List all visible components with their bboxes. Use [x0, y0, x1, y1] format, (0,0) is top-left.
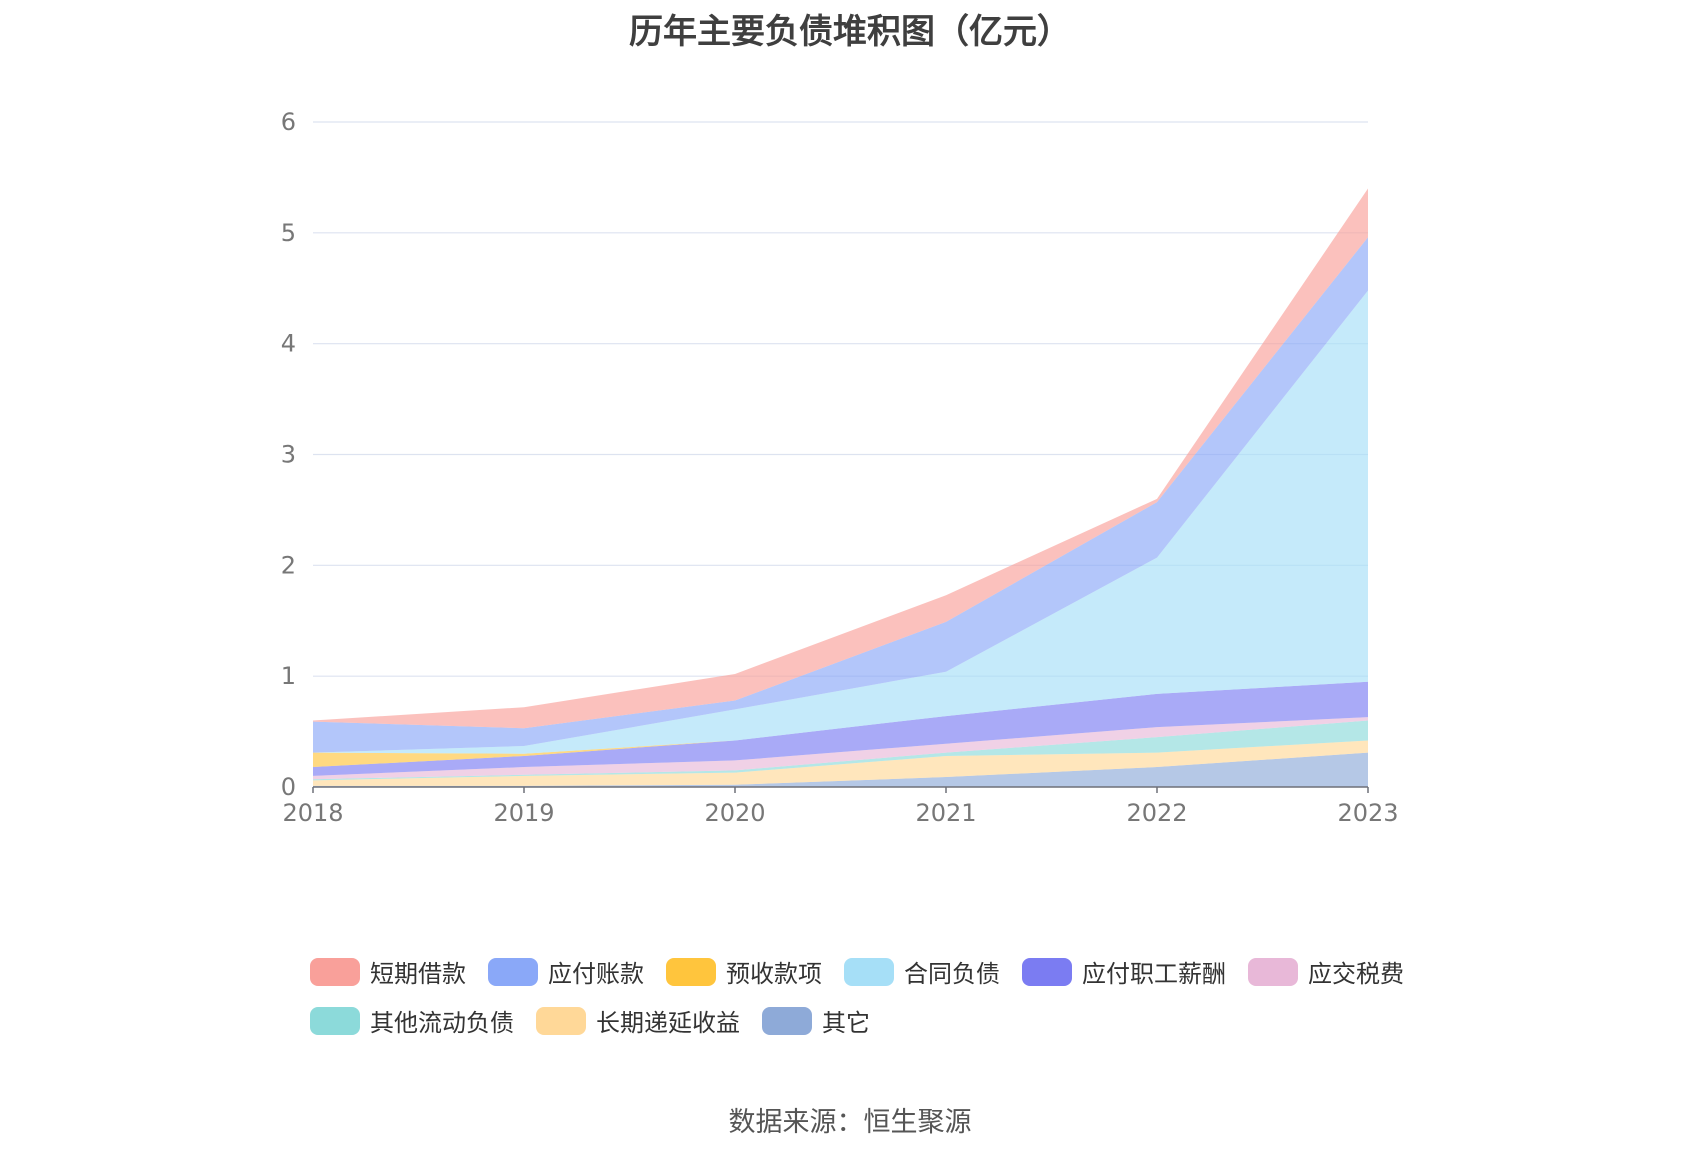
y-tick-label: 3: [281, 441, 296, 469]
legend-label: 合同负债: [904, 960, 1000, 988]
area-预收款项: [313, 681, 1368, 768]
legend-swatch: [762, 1006, 812, 1035]
area-其它: [313, 752, 1368, 787]
y-tick-label: 6: [281, 108, 296, 136]
chart-title: 历年主要负债堆积图（亿元）: [629, 12, 1071, 52]
legend-swatch: [488, 957, 538, 986]
y-tick-label: 0: [281, 773, 296, 801]
area-其他流动负债: [313, 720, 1368, 781]
legend-item[interactable]: 短期借款: [310, 955, 466, 988]
legend-swatch: [536, 1006, 586, 1035]
legend-swatch: [666, 957, 716, 986]
x-tick-label: 2018: [282, 799, 343, 827]
y-tick-label: 1: [281, 662, 296, 690]
legend-label: 长期递延收益: [596, 1009, 740, 1037]
x-tick-label: 2023: [1337, 799, 1398, 827]
x-tick-label: 2022: [1126, 799, 1187, 827]
y-tick-label: 2: [281, 551, 296, 579]
legend-item[interactable]: 应付账款: [488, 955, 644, 988]
legend-swatch: [310, 1006, 360, 1035]
legend-label: 其它: [822, 1009, 870, 1037]
legend-swatch: [1022, 957, 1072, 986]
y-tick-label: 4: [281, 330, 296, 358]
legend-label: 短期借款: [370, 960, 466, 988]
x-tick-label: 2020: [704, 799, 765, 827]
legend-item[interactable]: 合同负债: [844, 955, 1000, 988]
legend-item[interactable]: 应付职工薪酬: [1022, 955, 1226, 988]
area-应付职工薪酬: [313, 681, 1368, 776]
legend-label: 应付账款: [548, 960, 644, 988]
legend-item[interactable]: 其他流动负债: [310, 1004, 514, 1037]
legend-item[interactable]: 其它: [762, 1004, 870, 1037]
legend-swatch: [1248, 957, 1298, 986]
area-长期递延收益: [313, 740, 1368, 786]
data-source: 数据来源：恒生聚源: [728, 1107, 972, 1138]
legend-swatch: [844, 957, 894, 986]
legend-label: 其他流动负债: [370, 1009, 514, 1037]
chart-legend: 短期借款 应付账款 预收款项 合同负债 应付职工薪酬 应交税费其他流动负债 长期递延收益 其它: [310, 955, 1450, 1037]
legend-item[interactable]: 应交税费: [1248, 955, 1404, 988]
legend-label: 应付职工薪酬: [1082, 960, 1226, 988]
legend-item[interactable]: 长期递延收益: [536, 1004, 740, 1037]
x-tick-label: 2019: [493, 799, 554, 827]
y-tick-label: 5: [281, 219, 296, 247]
area-合同负债: [313, 290, 1368, 754]
legend-item[interactable]: 预收款项: [666, 955, 822, 988]
legend-swatch: [310, 957, 360, 986]
x-tick-label: 2021: [915, 799, 976, 827]
legend-label: 预收款项: [726, 960, 822, 988]
legend-label: 应交税费: [1308, 960, 1404, 988]
area-应交税费: [313, 717, 1368, 780]
stacked-area-chart: 0 1 2 3 4 5 6 2018 2019 2020 2021 2022 2023: [281, 108, 1399, 827]
